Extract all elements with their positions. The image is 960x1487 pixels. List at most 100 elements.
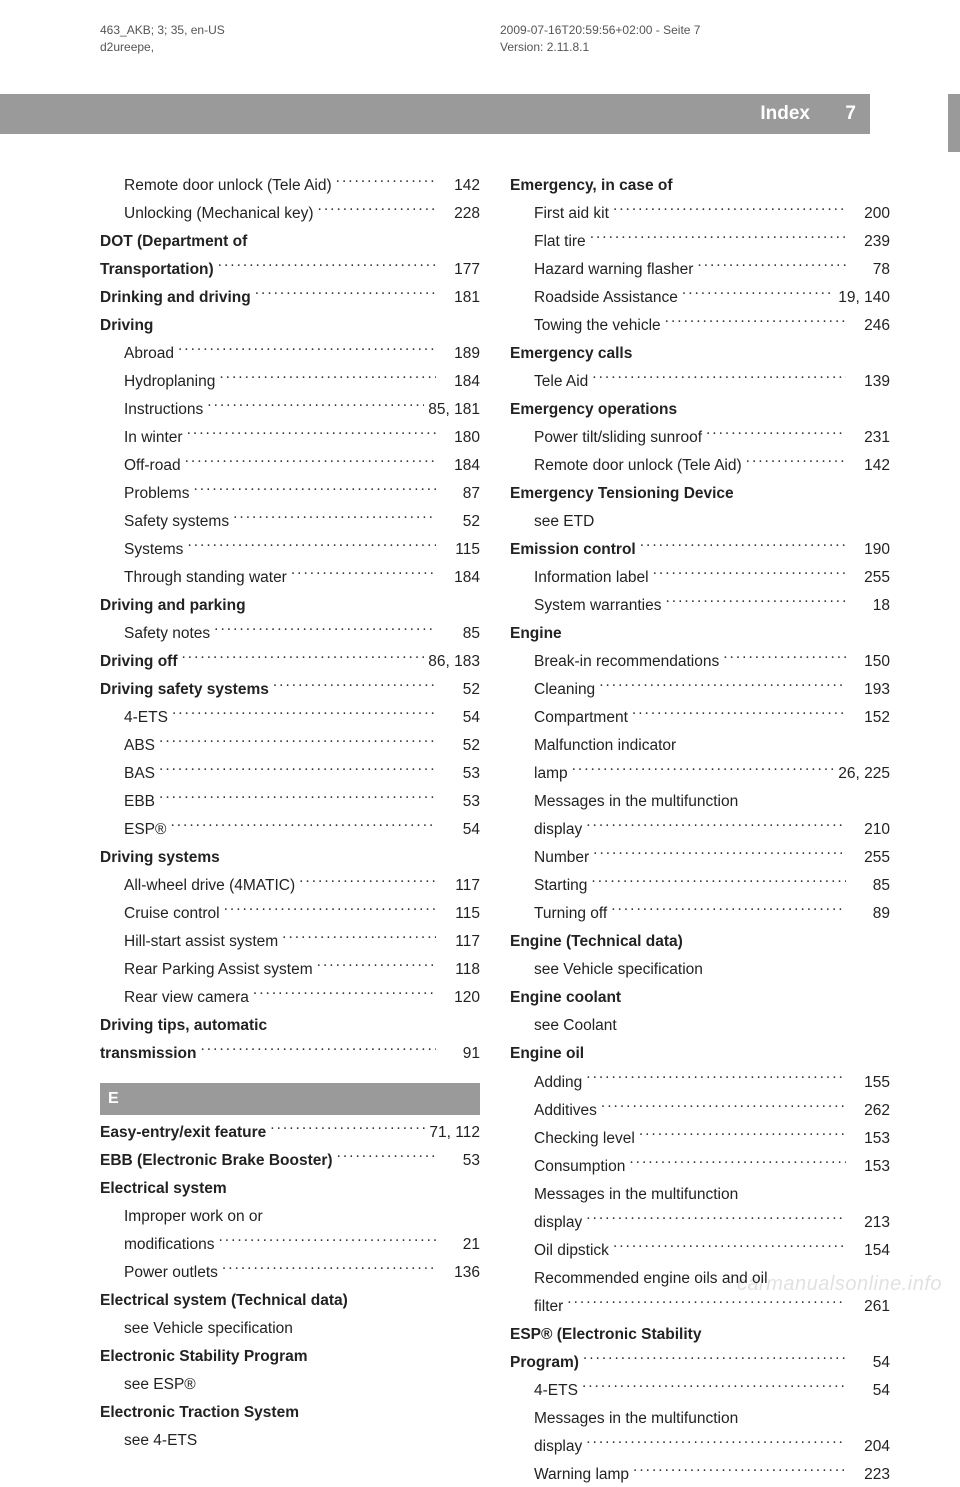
leader-dots <box>218 1234 436 1250</box>
leader-dots <box>629 1155 846 1171</box>
index-row: see Coolant <box>510 1014 890 1038</box>
index-page: 117 <box>440 930 480 954</box>
index-label: Hill-start assist system <box>100 930 278 954</box>
leader-dots <box>601 1099 846 1115</box>
leader-dots <box>222 1262 436 1278</box>
index-row: Problems87 <box>100 482 480 506</box>
leader-dots <box>159 763 436 779</box>
index-row: Emergency calls <box>510 342 890 366</box>
index-page: 239 <box>850 230 890 254</box>
index-row: Warning lamp223 <box>510 1463 890 1487</box>
index-label: Problems <box>100 482 189 506</box>
index-row: Emergency Tensioning Device <box>510 482 890 506</box>
index-page: 85 <box>850 874 890 898</box>
index-page: 255 <box>850 846 890 870</box>
index-label: Driving systems <box>100 846 220 870</box>
index-label: ESP® <box>100 818 166 842</box>
index-label: Emission control <box>510 538 636 562</box>
index-row: Number 255 <box>510 846 890 870</box>
index-row: Roadside Assistance19, 140 <box>510 286 890 310</box>
index-row: Malfunction indicator <box>510 734 890 758</box>
index-row: System warranties18 <box>510 594 890 618</box>
index-row: Consumption153 <box>510 1155 890 1179</box>
index-label: transmission <box>100 1042 196 1066</box>
index-label: First aid kit <box>510 202 609 226</box>
leader-dots <box>273 679 436 695</box>
index-label: All-wheel drive (4MATIC) <box>100 874 295 898</box>
index-label: Starting <box>510 874 587 898</box>
index-label: Through standing water <box>100 566 287 590</box>
index-row: Driving off 86, 183 <box>100 650 480 674</box>
index-row: Driving tips, automatic <box>100 1014 480 1038</box>
leader-dots <box>255 287 436 303</box>
index-row: Driving systems <box>100 846 480 870</box>
index-label: Turning off <box>510 902 607 926</box>
leader-dots <box>653 567 846 583</box>
index-row: Program)54 <box>510 1351 890 1375</box>
leader-dots <box>207 399 424 415</box>
index-row: Turning off89 <box>510 902 890 926</box>
index-page: 139 <box>850 370 890 394</box>
index-label: Driving safety systems <box>100 678 269 702</box>
index-row: see 4-ETS <box>100 1429 480 1453</box>
edge-tab <box>948 94 960 152</box>
leader-dots <box>586 1071 846 1087</box>
leader-dots <box>200 1043 436 1059</box>
leader-dots <box>611 903 846 919</box>
index-row: Messages in the multifunction <box>510 1183 890 1207</box>
index-label: EBB (Electronic Brake Booster) <box>100 1149 333 1173</box>
index-row: Driving <box>100 314 480 338</box>
meta-left-line2: d2ureepe, <box>100 39 225 56</box>
index-row: DOT (Department of <box>100 230 480 254</box>
index-row: Rear view camera120 <box>100 986 480 1010</box>
index-row: ESP®54 <box>100 818 480 842</box>
index-row: Power outlets136 <box>100 1261 480 1285</box>
index-label: Abroad <box>100 342 174 366</box>
index-label: ABS <box>100 734 155 758</box>
index-label: Electrical system <box>100 1177 227 1201</box>
index-page: 231 <box>850 426 890 450</box>
index-label: 4-ETS <box>100 706 168 730</box>
meta-right-line2: Version: 2.11.8.1 <box>500 39 700 56</box>
index-page: 142 <box>850 454 890 478</box>
leader-dots <box>172 707 436 723</box>
index-column-left: Remote door unlock (Tele Aid)142Unlockin… <box>100 170 480 1487</box>
index-row: Remote door unlock (Tele Aid)142 <box>100 174 480 198</box>
index-row: In winter180 <box>100 426 480 450</box>
index-page: 152 <box>850 706 890 730</box>
index-row: display204 <box>510 1435 890 1459</box>
index-label: Messages in the multifunction <box>510 790 738 814</box>
index-label: Driving off <box>100 650 178 674</box>
index-label: In winter <box>100 426 183 450</box>
index-row: Transportation)177 <box>100 258 480 282</box>
leader-dots <box>586 1211 846 1227</box>
index-label: Number <box>510 846 589 870</box>
index-row: BAS53 <box>100 762 480 786</box>
index-page: 115 <box>440 538 480 562</box>
index-row: transmission91 <box>100 1042 480 1066</box>
index-label: Messages in the multifunction <box>510 1183 738 1207</box>
index-label: ESP® (Electronic Stability <box>510 1323 701 1347</box>
index-label: see Coolant <box>510 1014 617 1038</box>
index-label: Engine oil <box>510 1042 584 1066</box>
index-label: Checking level <box>510 1127 635 1151</box>
index-page: 52 <box>440 510 480 534</box>
leader-dots <box>640 539 846 555</box>
leader-dots <box>723 651 846 667</box>
index-label: Compartment <box>510 706 628 730</box>
index-label: Driving <box>100 314 153 338</box>
index-label: Oil dipstick <box>510 1239 609 1263</box>
index-page: 86, 183 <box>428 650 480 674</box>
leader-dots <box>633 1463 846 1479</box>
index-page: 21 <box>440 1233 480 1257</box>
index-label: see ETD <box>510 510 594 534</box>
leader-dots <box>583 1351 846 1367</box>
index-row: Power tilt/sliding sunroof231 <box>510 426 890 450</box>
index-label: DOT (Department of <box>100 230 247 254</box>
leader-dots <box>613 203 846 219</box>
index-page: 255 <box>850 566 890 590</box>
leader-dots <box>187 539 436 555</box>
index-row: Engine <box>510 622 890 646</box>
index-row: Messages in the multifunction <box>510 1407 890 1431</box>
index-label: System warranties <box>510 594 661 618</box>
